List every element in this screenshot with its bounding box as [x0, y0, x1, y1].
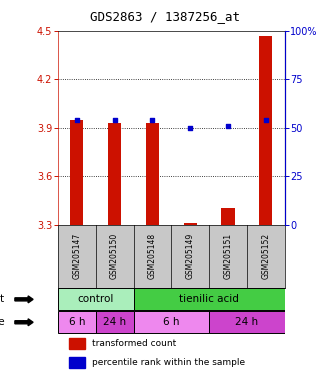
Bar: [221, 209, 235, 225]
Text: GSM205152: GSM205152: [261, 233, 270, 279]
FancyBboxPatch shape: [209, 311, 285, 333]
Bar: [69, 338, 85, 349]
Text: GSM205149: GSM205149: [186, 233, 195, 279]
Bar: [108, 123, 121, 225]
Text: 6 h: 6 h: [69, 317, 85, 327]
Point: [225, 122, 231, 129]
FancyBboxPatch shape: [58, 288, 133, 310]
Text: GSM205150: GSM205150: [110, 233, 119, 279]
Point: [188, 124, 193, 131]
Text: 24 h: 24 h: [103, 317, 126, 327]
FancyBboxPatch shape: [96, 311, 133, 333]
Bar: [146, 123, 159, 225]
Text: GSM205148: GSM205148: [148, 233, 157, 279]
Text: 6 h: 6 h: [163, 317, 179, 327]
Text: GSM205147: GSM205147: [72, 233, 81, 279]
Point: [74, 117, 79, 123]
Text: tienilic acid: tienilic acid: [179, 295, 239, 305]
Text: time: time: [0, 317, 5, 327]
Point: [150, 117, 155, 123]
Text: GSM205151: GSM205151: [223, 233, 232, 279]
Point: [263, 117, 268, 123]
Text: agent: agent: [0, 295, 5, 305]
FancyBboxPatch shape: [58, 311, 96, 333]
Text: percentile rank within the sample: percentile rank within the sample: [92, 358, 245, 367]
FancyBboxPatch shape: [133, 311, 209, 333]
Point: [112, 117, 117, 123]
Text: transformed count: transformed count: [92, 339, 176, 348]
FancyBboxPatch shape: [133, 288, 285, 310]
Text: 24 h: 24 h: [235, 317, 259, 327]
Text: GDS2863 / 1387256_at: GDS2863 / 1387256_at: [90, 10, 241, 23]
Bar: [259, 36, 272, 225]
Text: control: control: [77, 295, 114, 305]
Bar: [69, 357, 85, 368]
Bar: [184, 223, 197, 225]
Bar: [70, 119, 83, 225]
